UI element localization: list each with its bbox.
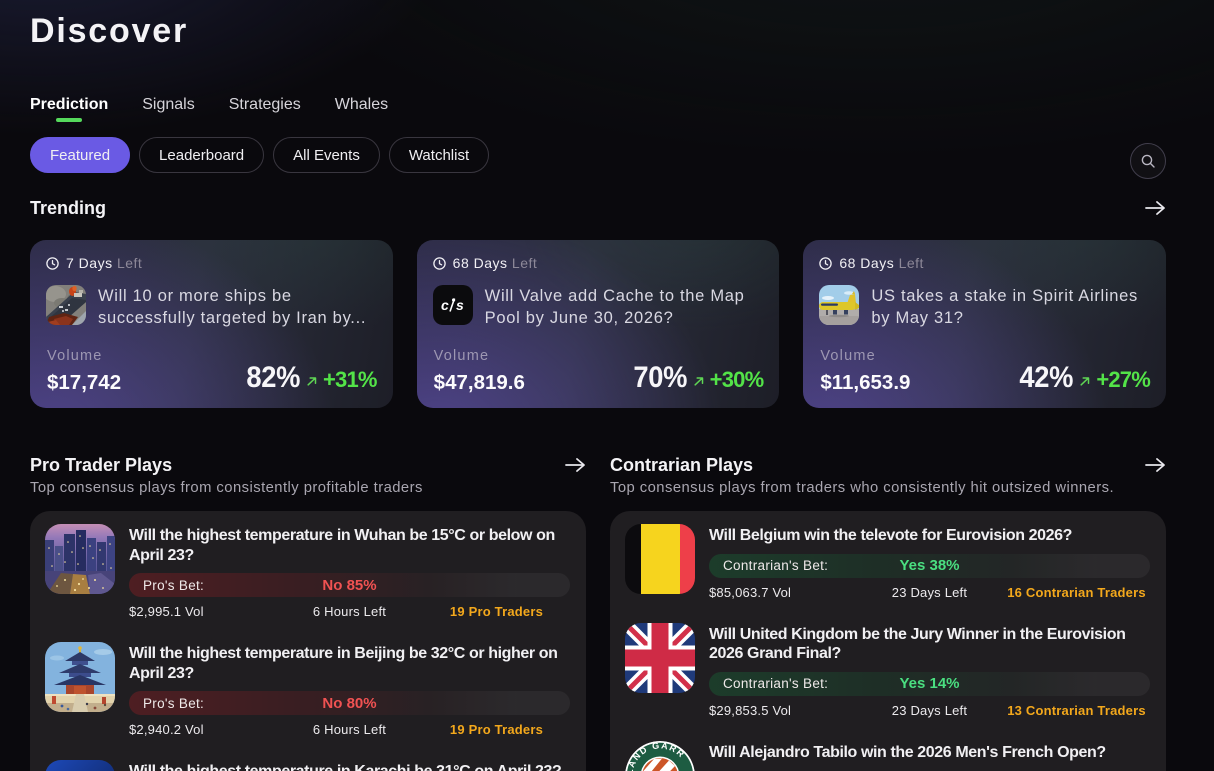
- svg-text:s: s: [456, 297, 464, 313]
- svg-text:c: c: [441, 297, 449, 313]
